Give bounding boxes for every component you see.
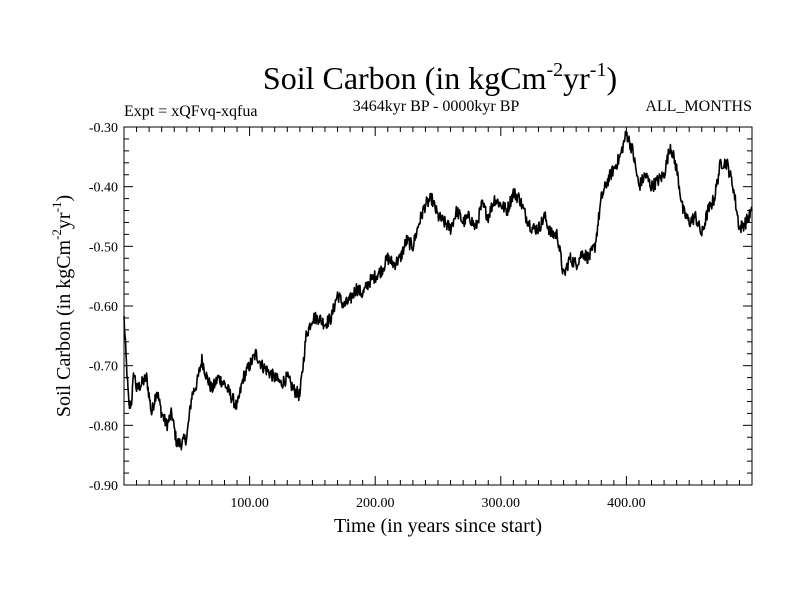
y-tick-label: -0.60 [89, 300, 118, 315]
y-tick-label: -0.50 [89, 240, 118, 255]
x-tick-label: 300.00 [482, 496, 521, 511]
x-axis-label: Time (in years since start) [334, 515, 542, 537]
months-label: ALL_MONTHS [645, 98, 752, 115]
y-axis-label: Soil Carbon (in kgCm-2yr-1) [49, 195, 75, 417]
chart-title: Soil Carbon (in kgCm-2yr-1) [263, 59, 617, 96]
x-tick-label: 400.00 [607, 496, 646, 511]
axis-tick-labels: 100.00 200.00 300.00 400.00 -0.90 -0.80 -0.70 -… [89, 121, 646, 511]
y-tick-label: -0.90 [89, 479, 118, 494]
axis-ticks [124, 127, 752, 485]
x-tick-label: 200.00 [356, 496, 395, 511]
y-tick-label: -0.40 [89, 181, 118, 196]
soil-carbon-series-line [123, 130, 753, 451]
x-tick-label: 100.00 [230, 496, 269, 511]
y-tick-label: -0.80 [89, 419, 118, 434]
time-range-label: 3464kyr BP - 0000kyr BP [353, 98, 520, 115]
y-tick-label: -0.70 [89, 360, 118, 375]
y-tick-label: -0.30 [89, 121, 118, 136]
experiment-label: Expt = xQFvq-xqfua [124, 103, 257, 120]
